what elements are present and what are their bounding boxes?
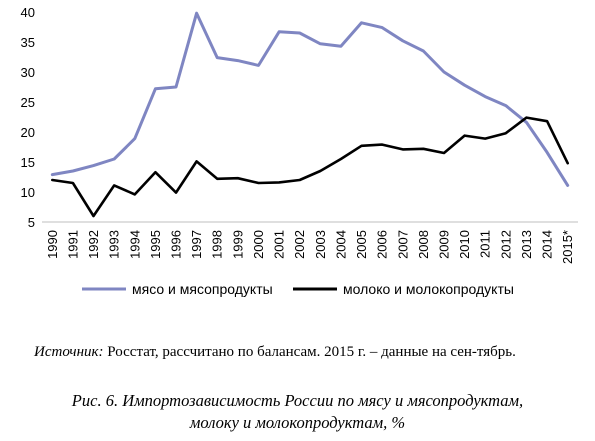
source-text: Росстат, рассчитано по балансам. 2015 г.…	[107, 344, 516, 360]
x-tick-label: 2005	[354, 230, 369, 259]
x-tick-label: 1993	[107, 230, 122, 259]
x-tick-label: 1998	[210, 230, 225, 259]
x-tick-label: 2001	[272, 230, 287, 259]
x-tick-label: 2002	[292, 230, 307, 259]
y-tick-label: 30	[21, 65, 35, 80]
source-note: Источник: Росстат, рассчитано по баланса…	[12, 342, 585, 362]
x-tick-label: 1994	[127, 230, 142, 259]
legend-label-2: молоко и молокопродукты	[343, 281, 514, 297]
x-tick-label: 1997	[189, 230, 204, 259]
x-tick-label: 2013	[519, 230, 534, 259]
line-chart: 5 10 15 20 25 30 35 40 1990 1991 1992 1993 1994 1995…	[21, 5, 578, 297]
x-tick-label: 2010	[457, 230, 472, 259]
x-tick-label: 2009	[437, 230, 452, 259]
caption-line-1: Рис. 6. Импортозависимость России по мяс…	[71, 391, 524, 410]
x-tick-label: 2008	[416, 230, 431, 259]
x-tick-label: 2015*	[560, 230, 575, 264]
y-tick-label: 15	[21, 155, 35, 170]
x-tick-label: 1996	[169, 230, 184, 259]
x-axis: 1990 1991 1992 1993 1994 1995 1996 1997 1998 1999…	[42, 221, 578, 264]
legend: мясо и мясопродукты молоко и молокопродук…	[82, 281, 514, 297]
y-tick-label: 35	[21, 35, 35, 50]
x-tick-label: 2011	[478, 230, 493, 258]
x-tick-label: 2006	[375, 230, 390, 259]
y-tick-label: 5	[28, 215, 35, 230]
y-tick-label: 25	[21, 95, 35, 110]
x-tick-label: 1992	[86, 230, 101, 259]
figure-caption: Рис. 6. Импортозависимость России по мяс…	[0, 390, 595, 434]
y-tick-label: 40	[21, 5, 35, 20]
x-tick-label: 2007	[395, 230, 410, 259]
legend-label-1: мясо и мясопродукты	[132, 281, 273, 297]
x-tick-label: 2000	[251, 230, 266, 259]
series-layer	[50, 11, 570, 218]
x-tick-label: 1991	[65, 230, 80, 259]
x-tick-label: 2003	[313, 230, 328, 259]
source-label: Источник:	[34, 344, 104, 360]
series-line-2	[50, 116, 570, 218]
caption-line-2: молоку и молокопродуктам, %	[189, 413, 406, 432]
x-tick-label: 1995	[148, 230, 163, 259]
x-tick-label: 1990	[45, 230, 60, 259]
x-tick-label: 2012	[498, 230, 513, 259]
x-tick-label: 1999	[230, 230, 245, 259]
x-tick-label: 2014	[540, 230, 555, 259]
x-tick-label: 2004	[333, 230, 348, 259]
y-tick-label: 10	[21, 185, 35, 200]
series-line-1	[50, 11, 570, 187]
y-axis: 5 10 15 20 25 30 35 40	[21, 5, 35, 230]
y-tick-label: 20	[21, 125, 35, 140]
